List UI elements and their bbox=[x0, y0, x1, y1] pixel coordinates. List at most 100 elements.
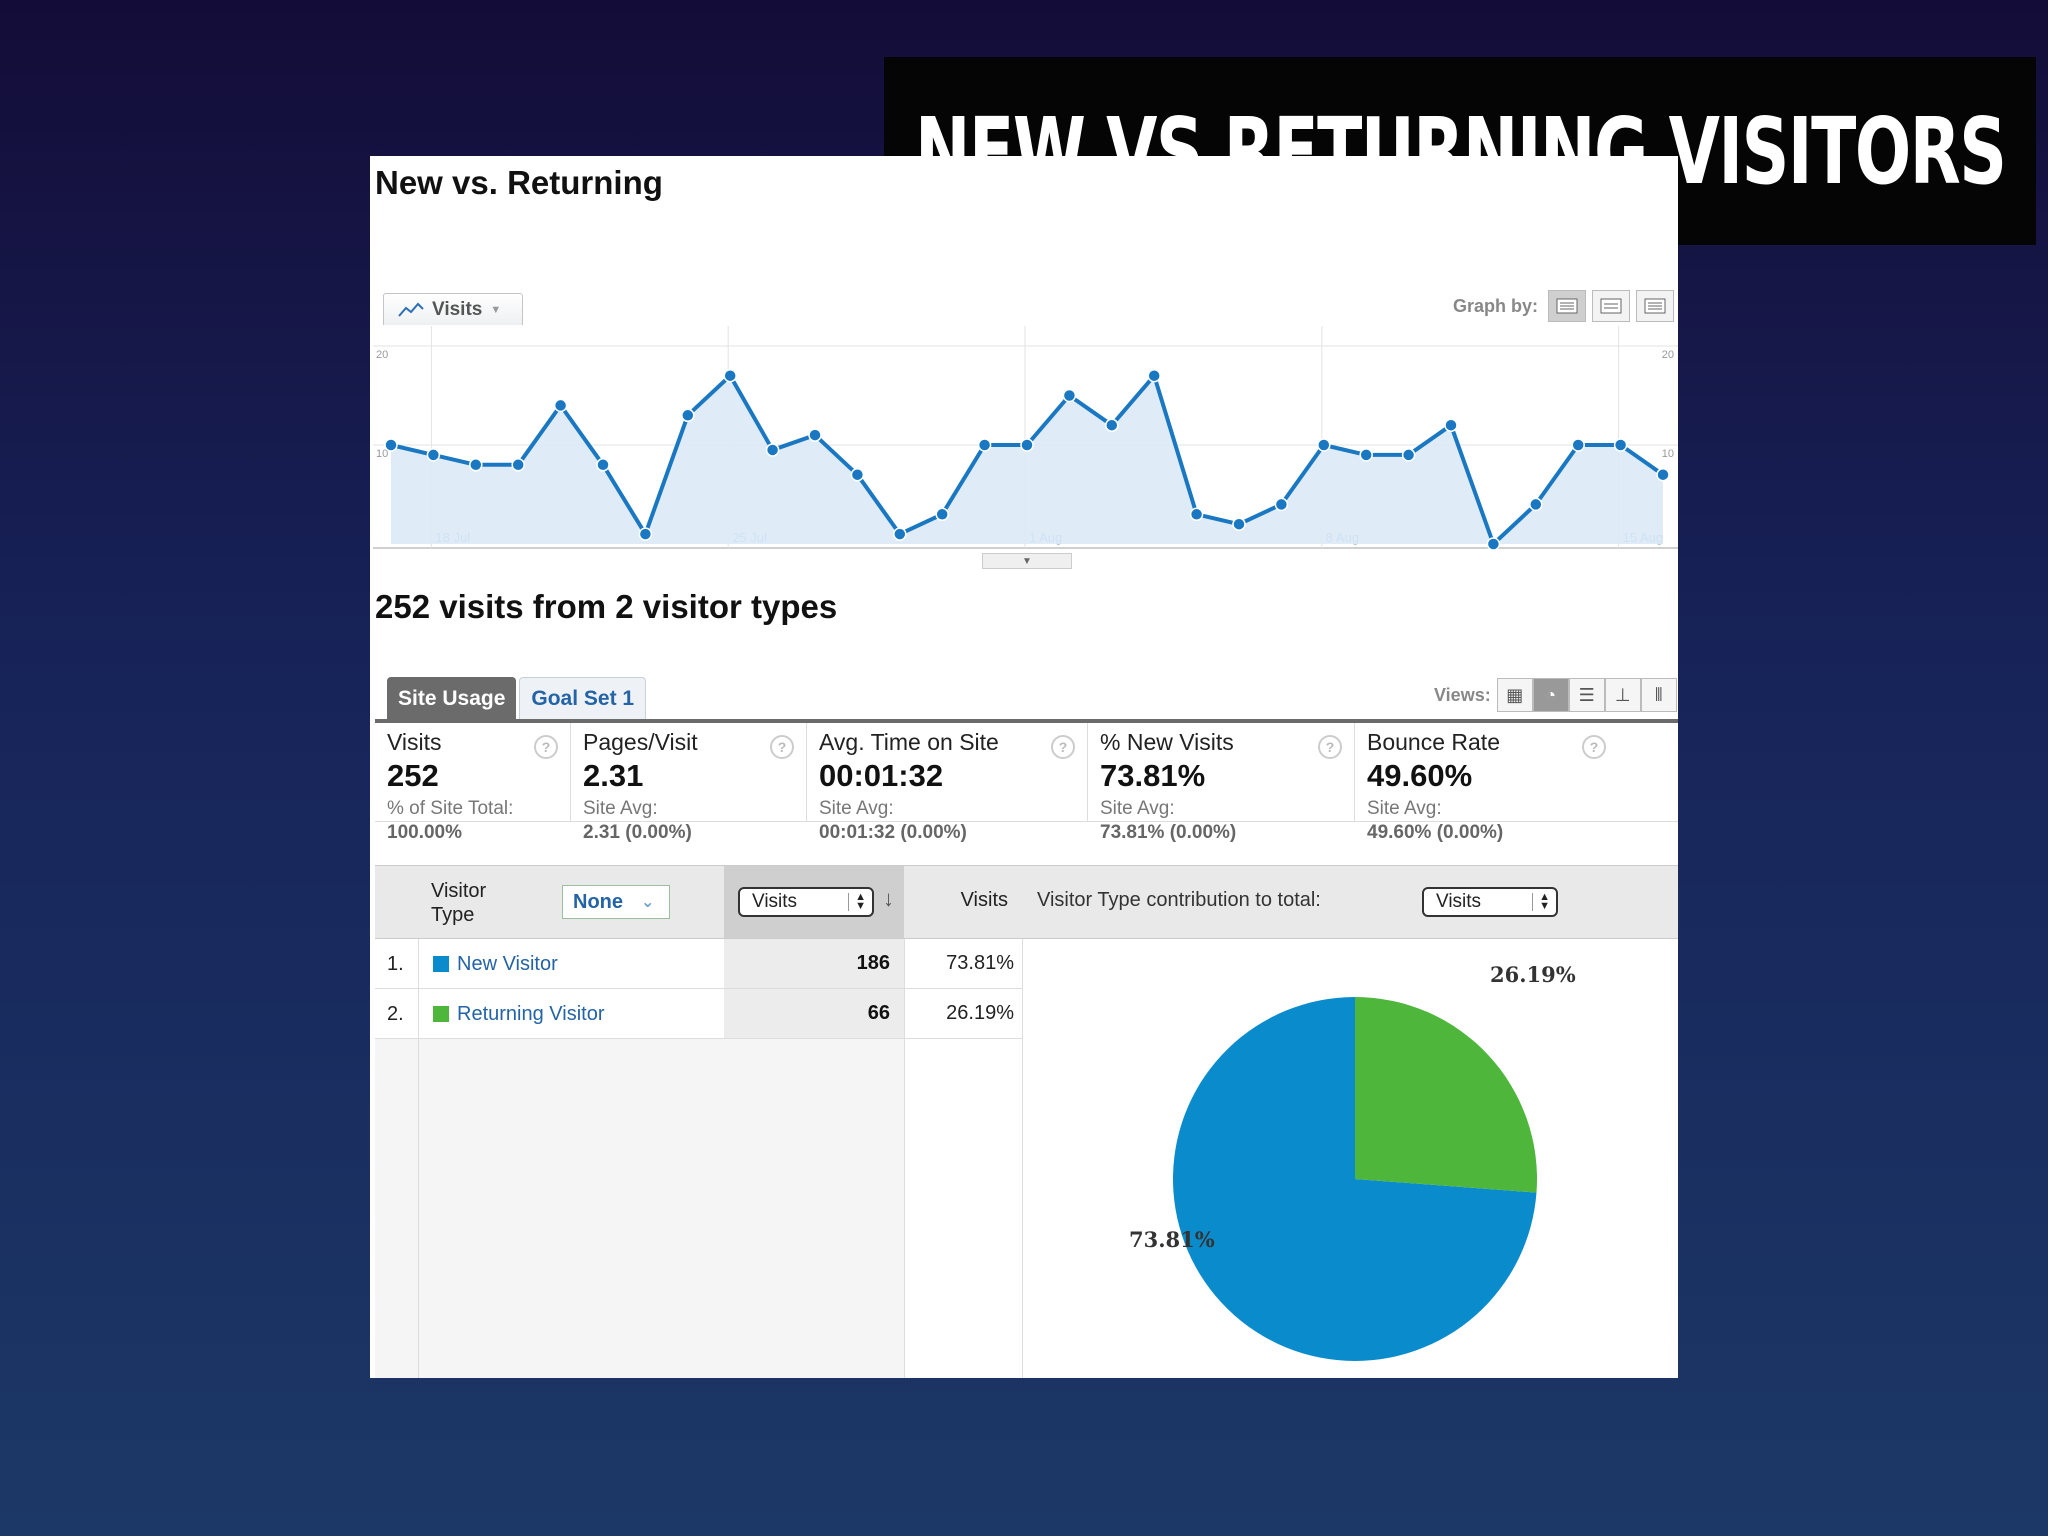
pivot-view-button[interactable]: ⦀ bbox=[1640, 678, 1677, 712]
tab-site-usage[interactable]: Site Usage bbox=[387, 677, 517, 720]
metric-sub-value: 00:01:32 (0.00%) bbox=[819, 822, 967, 843]
data-point bbox=[1401, 448, 1416, 462]
data-point bbox=[511, 458, 525, 472]
segment-select[interactable]: None ⌄ bbox=[562, 885, 670, 919]
graph-by-month-button[interactable] bbox=[1636, 290, 1675, 322]
pie-label-new: 73.81% bbox=[1129, 1227, 1215, 1252]
line-chart-icon bbox=[398, 302, 424, 317]
data-point bbox=[384, 438, 398, 452]
help-icon[interactable]: ? bbox=[534, 735, 558, 759]
comparison-icon: ⊥ bbox=[1614, 684, 1631, 705]
row-percent: 73.81% bbox=[946, 952, 1014, 974]
row-link[interactable]: New Visitor bbox=[457, 953, 558, 975]
data-point bbox=[1020, 438, 1034, 452]
data-point bbox=[1232, 517, 1246, 531]
table-empty-area bbox=[375, 1039, 905, 1378]
chevron-down-icon: ▼ bbox=[490, 303, 502, 316]
grid-icon: ▦ bbox=[1506, 684, 1524, 705]
chevron-down-icon: ▼ bbox=[1022, 555, 1032, 567]
table-body: 1. New Visitor 186 73.81% 2. Returning V… bbox=[375, 939, 1678, 1378]
comparison-view-button[interactable]: ⊥ bbox=[1604, 678, 1641, 712]
bars-icon: ☰ bbox=[1578, 684, 1595, 705]
metric-visits: Visits 252 % of Site Total: 100.00% ? bbox=[375, 723, 571, 843]
y-tick-label-left: 20 bbox=[376, 349, 388, 361]
performance-view-button[interactable]: ☰ bbox=[1568, 678, 1605, 712]
tab-divider bbox=[375, 719, 1678, 723]
column-divider bbox=[1022, 939, 1023, 1378]
updown-icon: ▲ ▼ bbox=[1532, 892, 1550, 912]
analytics-report-panel: New vs. Returning Visits ▼ Graph by: 18 … bbox=[370, 156, 1678, 1378]
metric-bounce-rate: Bounce Rate 49.60% Site Avg: 49.60% (0.0… bbox=[1355, 723, 1618, 843]
data-point bbox=[893, 527, 907, 541]
data-point bbox=[469, 458, 483, 472]
metric-pages-visit: Pages/Visit 2.31 Site Avg: 2.31 (0.00%) … bbox=[571, 723, 807, 843]
data-point bbox=[1062, 388, 1077, 403]
visits-line-chart: 18 Jul25 Jul1 Aug8 Aug15 Aug20201010 bbox=[373, 326, 1678, 558]
table-row: 2. Returning Visitor 66 26.19% bbox=[375, 989, 1022, 1039]
data-point bbox=[1529, 497, 1543, 512]
metric-sub-label: % of Site Total: bbox=[387, 798, 514, 819]
pie-view-button[interactable]: ◔ bbox=[1532, 678, 1569, 712]
pie-slice-returning-visitor bbox=[1355, 997, 1537, 1193]
metric-value: 00:01:32 bbox=[819, 758, 944, 793]
table-header: Visitor Type None ⌄ Visits ▲ ▼ ↓ Visits V… bbox=[375, 865, 1678, 939]
metrics-summary: Visits 252 % of Site Total: 100.00% ? Pa… bbox=[375, 723, 1678, 843]
row-link[interactable]: Returning Visitor bbox=[457, 1003, 605, 1025]
y-tick-label-right: 10 bbox=[1662, 448, 1674, 460]
data-point bbox=[596, 458, 610, 472]
metric-name: Bounce Rate bbox=[1367, 729, 1500, 755]
metric-sub-value: 49.60% (0.00%) bbox=[1367, 822, 1504, 843]
help-icon[interactable]: ? bbox=[1582, 735, 1606, 759]
graph-by-label: Graph by: bbox=[1453, 295, 1539, 316]
data-point bbox=[1656, 467, 1670, 482]
legend-swatch bbox=[433, 956, 449, 972]
table-row: 1. New Visitor 186 73.81% bbox=[375, 939, 1022, 989]
help-icon[interactable]: ? bbox=[1318, 735, 1342, 759]
graph-by-week-button[interactable] bbox=[1592, 290, 1631, 322]
graph-by-day-button[interactable] bbox=[1548, 290, 1587, 322]
data-point bbox=[1613, 438, 1628, 452]
metric-picker-button[interactable]: Visits ▼ bbox=[383, 293, 523, 325]
sort-desc-icon[interactable]: ↓ bbox=[883, 886, 894, 911]
metric-value: 252 bbox=[387, 758, 439, 793]
chart-collapse-handle[interactable]: ▼ bbox=[982, 553, 1072, 569]
metric-select[interactable]: Visits ▲ ▼ bbox=[738, 887, 874, 917]
metric-sub-label: Site Avg: bbox=[819, 798, 894, 819]
metric-select-value: Visits bbox=[752, 891, 798, 912]
data-point bbox=[1105, 418, 1119, 432]
row-visits: 66 bbox=[724, 989, 904, 1038]
data-point bbox=[850, 467, 865, 482]
report-title: New vs. Returning bbox=[375, 164, 663, 201]
data-point bbox=[553, 398, 568, 413]
data-point bbox=[681, 408, 695, 423]
data-point bbox=[808, 428, 822, 442]
dimension-header: Visitor Type bbox=[431, 880, 487, 926]
legend-swatch bbox=[433, 1006, 449, 1022]
column-divider bbox=[418, 939, 419, 1378]
data-point bbox=[935, 507, 949, 522]
tab-goal-set-1[interactable]: Goal Set 1 bbox=[519, 677, 647, 720]
table-view-button[interactable]: ▦ bbox=[1496, 678, 1533, 712]
metric-name: Pages/Visit bbox=[583, 729, 698, 755]
week-icon bbox=[1600, 298, 1622, 314]
contribution-select-value: Visits bbox=[1436, 891, 1482, 912]
pie-label-returning: 26.19% bbox=[1490, 962, 1576, 987]
help-icon[interactable]: ? bbox=[1051, 735, 1075, 759]
row-number: 2. bbox=[387, 1003, 404, 1025]
help-icon[interactable]: ? bbox=[770, 735, 794, 759]
series-area bbox=[391, 375, 1663, 544]
day-icon bbox=[1556, 298, 1578, 314]
metric-name: Visits bbox=[387, 729, 442, 755]
pivot-icon: ⦀ bbox=[1654, 684, 1663, 705]
metric-avg-time: Avg. Time on Site 00:01:32 Site Avg: 00:… bbox=[807, 723, 1088, 843]
contribution-select[interactable]: Visits ▲ ▼ bbox=[1422, 887, 1558, 917]
visits-column-header: Visits bbox=[960, 889, 1008, 911]
views-label: Views: bbox=[1434, 684, 1491, 705]
metric-sub-value: 100.00% bbox=[387, 822, 463, 843]
row-visits: 186 bbox=[724, 939, 904, 988]
double-chevron-icon: ⌄ bbox=[641, 894, 655, 911]
views-controls: Views: ▦ ◔ ☰ ⊥ ⦀ bbox=[1434, 678, 1677, 712]
metric-name: % New Visits bbox=[1100, 729, 1234, 755]
data-point bbox=[426, 448, 441, 462]
pie-slice-new-visitor bbox=[1173, 997, 1537, 1361]
